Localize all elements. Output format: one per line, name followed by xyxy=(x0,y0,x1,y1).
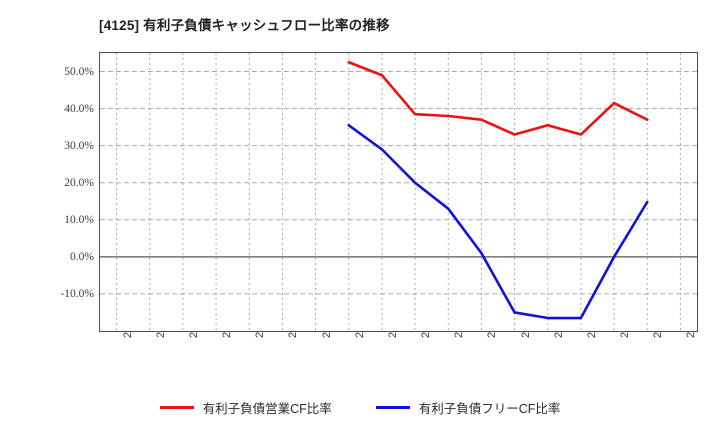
legend-label: 有利子負債フリーCF比率 xyxy=(418,402,561,416)
y-axis-tick-label: 50.0% xyxy=(64,65,94,78)
series-line-1 xyxy=(347,123,649,320)
chart-title: [4125] 有利子負債キャッシュフロー比率の推移 xyxy=(99,18,390,33)
plot-area xyxy=(99,52,698,332)
chart-legend: 有利子負債営業CF比率 有利子負債フリーCF比率 xyxy=(0,398,720,417)
y-axis-tick-label: 30.0% xyxy=(64,139,94,152)
legend-label: 有利子負債営業CF比率 xyxy=(202,402,332,416)
y-axis-tick-label: -10.0% xyxy=(60,287,94,300)
legend-item[interactable]: 有利子負債フリーCF比率 xyxy=(375,398,561,417)
y-axis-tick-label: 20.0% xyxy=(64,176,94,189)
legend-item[interactable]: 有利子負債営業CF比率 xyxy=(159,398,332,417)
y-axis-tick-label: 40.0% xyxy=(64,102,94,115)
series-line-0 xyxy=(347,60,649,136)
plot-lines xyxy=(100,53,697,331)
y-axis-tick-label: 10.0% xyxy=(64,213,94,226)
legend-color-swatch xyxy=(375,406,410,409)
legend-color-swatch xyxy=(159,406,194,409)
y-axis-tick-label: 0.0% xyxy=(70,250,94,263)
